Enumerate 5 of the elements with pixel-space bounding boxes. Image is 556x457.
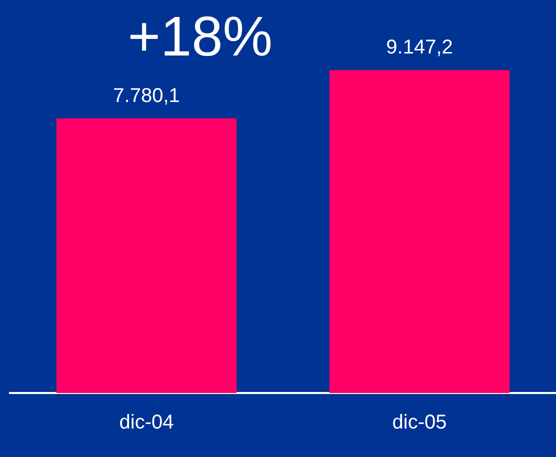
data-label: 7.780,1 [113, 84, 180, 107]
x-tick-label: dic-04 [119, 412, 174, 434]
text: +18% [128, 4, 273, 68]
data-label: 9.147,2 [386, 36, 453, 59]
x-tick-label: dic-05 [392, 412, 447, 434]
